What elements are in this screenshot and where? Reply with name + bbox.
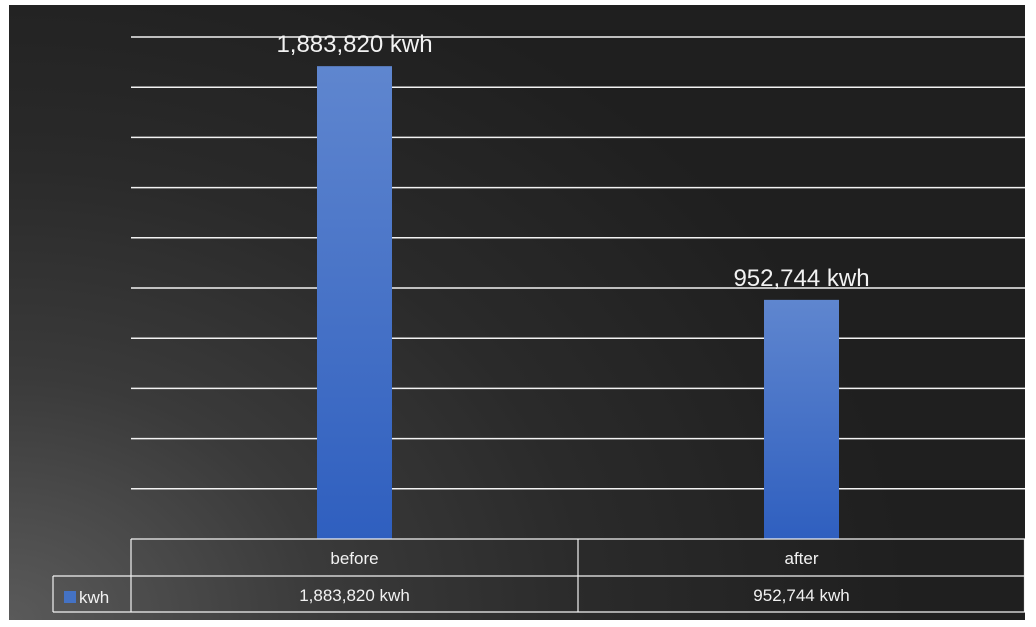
data-label-after: 952,744 kwh [733,265,869,292]
data-labels: 1,883,820 kwh 952,744 kwh [276,31,869,292]
data-label-before: 1,883,820 kwh [276,31,432,58]
legend-key-swatch-icon [64,591,76,603]
category-label-after: after [784,549,818,568]
table-value-before: 1,883,820 kwh [299,586,410,605]
legend-key-label: kwh [79,588,109,607]
bar-chart: 1,883,820 kwh 952,744 kwh kwh before 1,883… [52,31,1025,613]
bar-before [317,66,392,539]
chart-area: 1,883,820 kwh 952,744 kwh kwh before 1,883… [9,5,1025,620]
table-value-after: 952,744 kwh [753,586,849,605]
bars [317,66,839,539]
data-table: kwh before 1,883,820 kwh after 952,744 kwh [52,538,1025,613]
gridlines [131,36,1025,490]
category-label-before: before [330,549,378,568]
bar-after [764,299,839,539]
